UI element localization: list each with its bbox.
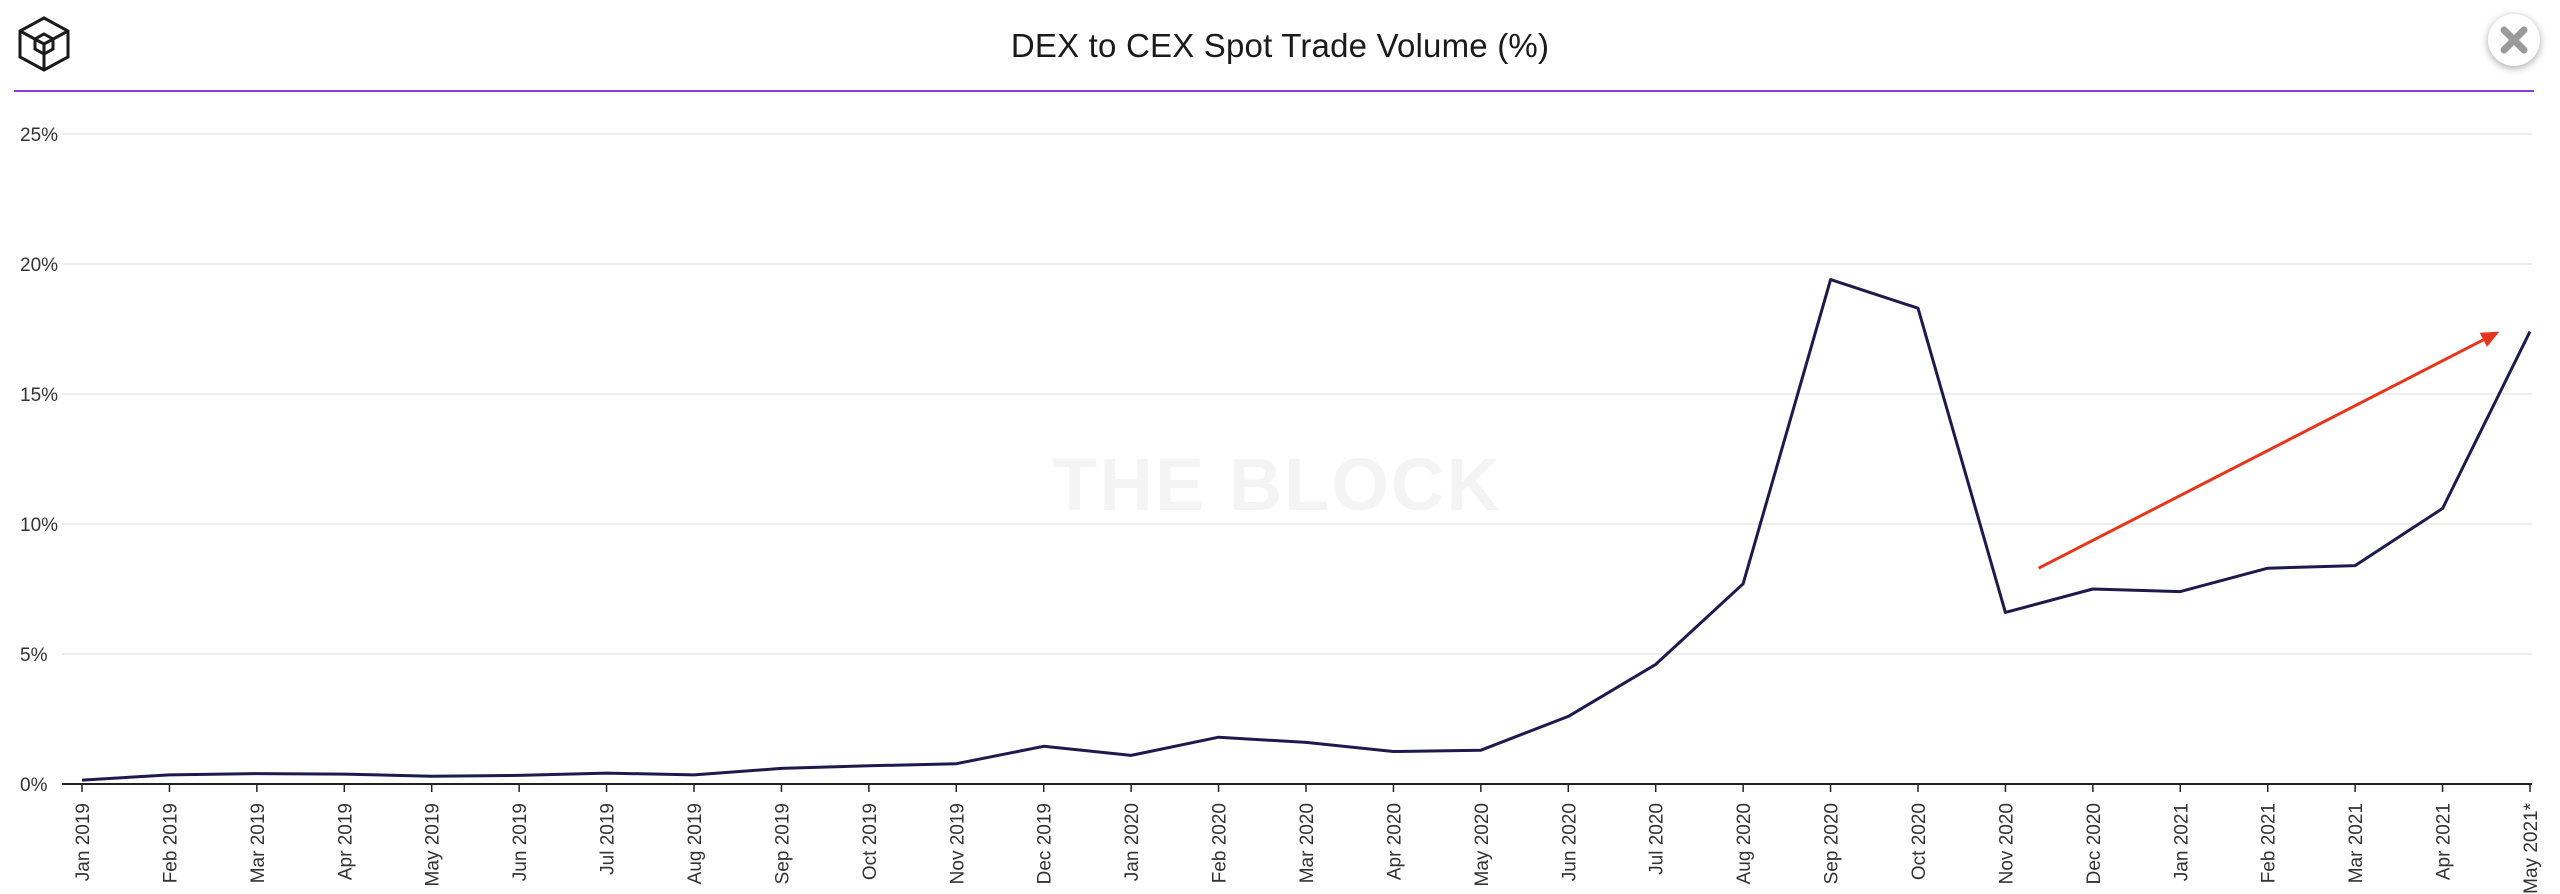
- x-tick-label: Mar 2021: [2346, 803, 2367, 883]
- x-tick-label: Apr 2019: [335, 803, 356, 880]
- y-axis-ticks: 0% 5% 10% 15% 20% 25%: [20, 125, 58, 796]
- x-tick-label: Mar 2019: [248, 803, 269, 883]
- x-tick-label: Feb 2021: [2259, 803, 2280, 883]
- y-tick-label: 5%: [20, 645, 48, 666]
- x-tick-label: Aug 2020: [1734, 803, 1755, 884]
- x-tick-label: Jan 2020: [1122, 803, 1143, 881]
- x-tick-label: May 2020: [1472, 803, 1493, 886]
- y-tick-label: 15%: [20, 385, 58, 406]
- x-tick-label: Feb 2019: [160, 803, 181, 883]
- series-line: [81, 278, 2532, 782]
- x-tick-label: Aug 2019: [685, 803, 706, 884]
- trend-arrow-annotation: [2037, 331, 2500, 570]
- header-divider: [14, 90, 2534, 92]
- x-axis-ticks: Jan 2019 Feb 2019 Mar 2019 Apr 2019 May 2019…: [73, 784, 2542, 894]
- close-button[interactable]: [2488, 14, 2540, 66]
- x-tick-label: Mar 2020: [1297, 803, 1318, 883]
- x-tick-label: Sep 2020: [1822, 803, 1843, 884]
- x-tick-label: May 2021*: [2521, 802, 2542, 893]
- chart-header: DEX to CEX Spot Trade Volume (%): [0, 0, 2560, 92]
- y-tick-label: 25%: [20, 125, 58, 146]
- x-tick-label: Oct 2020: [1909, 803, 1930, 880]
- x-tick-label: Jan 2021: [2171, 803, 2192, 881]
- x-tick-label: May 2019: [423, 803, 444, 886]
- trend-arrow-head: [2479, 331, 2500, 347]
- y-tick-label: 20%: [20, 255, 58, 276]
- the-block-logo-icon: [14, 14, 74, 74]
- x-tick-label: Apr 2021: [2434, 803, 2455, 880]
- x-tick-label: Jul 2020: [1647, 803, 1668, 875]
- x-tick-label: Jul 2019: [598, 803, 619, 875]
- watermark: THE BLOCK: [1052, 443, 1502, 526]
- x-tick-label: Jan 2019: [73, 803, 94, 881]
- x-tick-label: Nov 2020: [1996, 803, 2017, 884]
- x-tick-label: Feb 2020: [1210, 803, 1231, 883]
- y-tick-label: 0%: [20, 775, 48, 796]
- x-tick-label: Dec 2019: [1035, 803, 1056, 884]
- close-icon: [2500, 26, 2528, 54]
- x-tick-label: Apr 2020: [1384, 803, 1405, 880]
- x-tick-label: Jun 2019: [510, 803, 531, 881]
- grid-lines: [62, 133, 2532, 655]
- y-tick-label: 10%: [20, 515, 58, 536]
- trend-arrow-shaft: [2037, 338, 2485, 570]
- x-tick-label: Dec 2020: [2084, 803, 2105, 884]
- x-tick-label: Sep 2019: [772, 803, 793, 884]
- chart-title: DEX to CEX Spot Trade Volume (%): [1010, 27, 1550, 64]
- x-tick-label: Oct 2019: [860, 803, 881, 880]
- x-tick-label: Nov 2019: [947, 803, 968, 884]
- x-tick-label: Jun 2020: [1559, 803, 1580, 881]
